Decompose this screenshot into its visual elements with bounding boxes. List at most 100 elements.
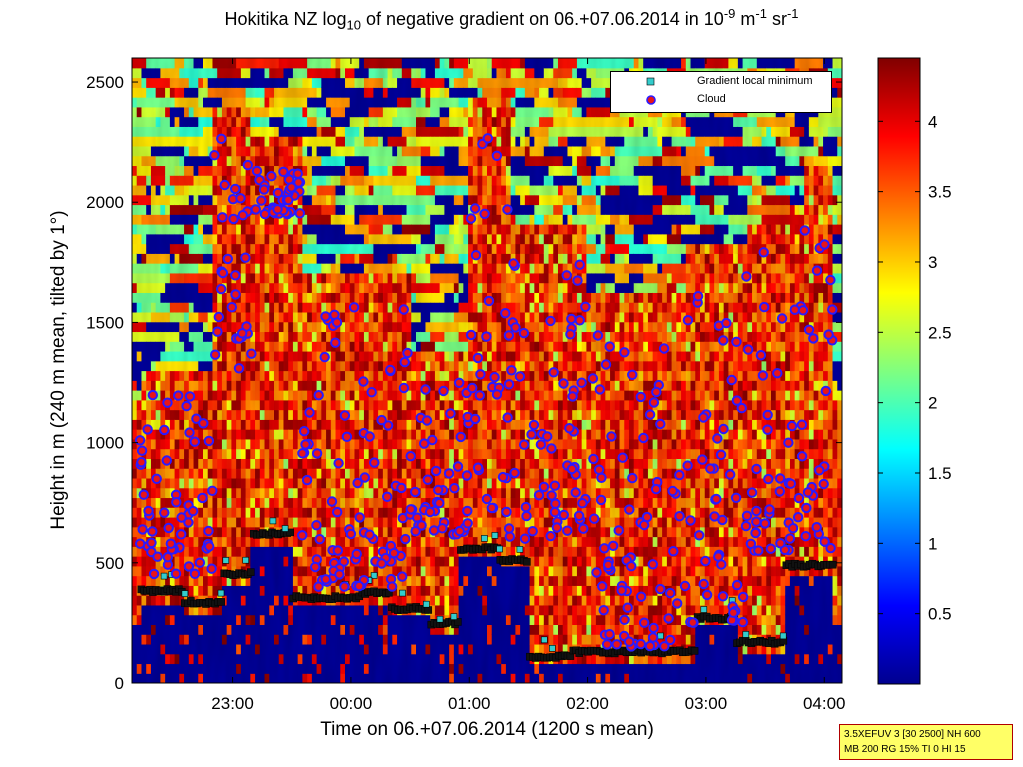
cloud-marker bbox=[596, 472, 607, 483]
cloud-marker bbox=[549, 506, 561, 518]
cloud-marker bbox=[416, 520, 427, 531]
gradient-minimum-marker bbox=[828, 560, 837, 569]
cloud-marker bbox=[388, 547, 400, 559]
title-log-base: 10 bbox=[346, 17, 362, 33]
cloud-marker bbox=[797, 305, 809, 316]
cloud-marker bbox=[546, 443, 557, 454]
cloud-marker bbox=[422, 474, 433, 485]
cloud-marker bbox=[825, 542, 836, 554]
gradient-minimum-marker bbox=[222, 557, 230, 564]
cloud-marker bbox=[698, 578, 709, 590]
cloud-marker bbox=[474, 390, 485, 401]
cloud-marker bbox=[542, 431, 553, 442]
cloud-marker bbox=[796, 451, 808, 462]
cloud-marker bbox=[818, 478, 829, 490]
cloud-marker bbox=[500, 308, 511, 319]
cloud-marker bbox=[701, 589, 713, 601]
cloud-marker bbox=[803, 324, 815, 335]
cloud-marker bbox=[638, 432, 649, 444]
cloud-marker bbox=[266, 171, 277, 182]
cloud-marker bbox=[191, 413, 202, 424]
cloud-marker bbox=[333, 458, 344, 469]
cloud-marker bbox=[489, 372, 500, 383]
cloud-marker bbox=[823, 329, 834, 340]
cloud-marker bbox=[217, 212, 228, 223]
cloud-marker bbox=[427, 434, 438, 446]
cloud-marker bbox=[135, 538, 146, 549]
cloud-marker bbox=[297, 530, 308, 541]
cloud-marker bbox=[763, 473, 774, 485]
cloud-marker bbox=[462, 505, 473, 517]
cloud-marker bbox=[358, 376, 369, 387]
cloud-marker bbox=[433, 484, 444, 496]
cloud-marker bbox=[647, 632, 659, 643]
cloud-marker bbox=[796, 419, 808, 430]
cloud-marker bbox=[410, 526, 421, 537]
cloud-marker bbox=[454, 377, 465, 388]
cloud-marker bbox=[481, 493, 493, 505]
cloud-marker bbox=[589, 513, 600, 524]
cloud-marker bbox=[604, 629, 615, 640]
gradient-minimum-marker bbox=[700, 606, 708, 613]
cloud-marker bbox=[143, 505, 154, 517]
cloud-marker bbox=[176, 529, 187, 540]
cloud-marker bbox=[611, 639, 622, 650]
gradient-minimum-marker bbox=[422, 600, 430, 608]
cloud-marker bbox=[674, 511, 685, 522]
cloud-marker bbox=[405, 504, 416, 515]
cloud-marker bbox=[398, 382, 410, 394]
cloud-marker bbox=[619, 614, 630, 625]
cloud-marker bbox=[189, 568, 201, 579]
x-tick-label: 23:00 bbox=[211, 694, 254, 713]
cloud-marker bbox=[562, 525, 573, 536]
cloud-marker bbox=[184, 391, 196, 402]
cloud-marker bbox=[184, 427, 195, 438]
cloud-marker bbox=[213, 311, 225, 323]
cloud-marker bbox=[658, 343, 670, 354]
cloud-marker bbox=[737, 591, 749, 603]
cloud-marker bbox=[503, 523, 515, 534]
cloud-marker bbox=[659, 641, 670, 652]
cloud-marker bbox=[472, 462, 484, 473]
cloud-marker bbox=[138, 489, 150, 500]
cloud-marker bbox=[364, 431, 375, 442]
cloud-marker bbox=[574, 315, 585, 326]
cloud-marker bbox=[443, 468, 455, 479]
cloud-marker bbox=[419, 438, 430, 449]
cloud-series bbox=[134, 133, 838, 652]
x-tick-label: 02:00 bbox=[566, 694, 609, 713]
gradient-minimum-marker bbox=[247, 568, 255, 576]
cloud-marker bbox=[134, 435, 146, 446]
cloud-marker bbox=[548, 367, 559, 378]
cloud-marker bbox=[246, 348, 257, 359]
cloud-marker bbox=[204, 541, 215, 552]
cloud-marker bbox=[242, 159, 254, 171]
cloud-marker bbox=[472, 352, 484, 364]
cloud-marker bbox=[147, 526, 158, 537]
cloud-marker bbox=[299, 426, 310, 437]
cloud-marker bbox=[601, 639, 613, 650]
cloud-marker bbox=[176, 512, 187, 523]
x-axis: 23:00 00:00 01:00 02:00 03:00 04:00 bbox=[211, 58, 846, 713]
gradient-minimum-series bbox=[137, 517, 837, 662]
cloud-marker bbox=[627, 369, 638, 380]
cloud-marker bbox=[465, 213, 477, 224]
cloud-marker bbox=[470, 250, 482, 261]
cloud-marker bbox=[319, 351, 330, 363]
cloud-marker bbox=[535, 439, 547, 450]
cloud-marker bbox=[576, 377, 587, 388]
cloud-marker bbox=[599, 543, 610, 554]
cloud-marker bbox=[226, 302, 238, 313]
cloud-marker bbox=[251, 165, 263, 177]
x-tick-label: 03:00 bbox=[685, 694, 728, 713]
cloud-marker bbox=[159, 424, 170, 436]
x-tick-label: 00:00 bbox=[330, 694, 373, 713]
cloud-marker bbox=[564, 423, 575, 434]
cloud-marker bbox=[482, 133, 493, 144]
cloud-marker bbox=[503, 379, 515, 390]
cloud-marker bbox=[518, 327, 530, 339]
cloud-marker bbox=[521, 510, 532, 522]
cloud-marker bbox=[551, 522, 563, 533]
cloud-marker bbox=[604, 341, 615, 352]
